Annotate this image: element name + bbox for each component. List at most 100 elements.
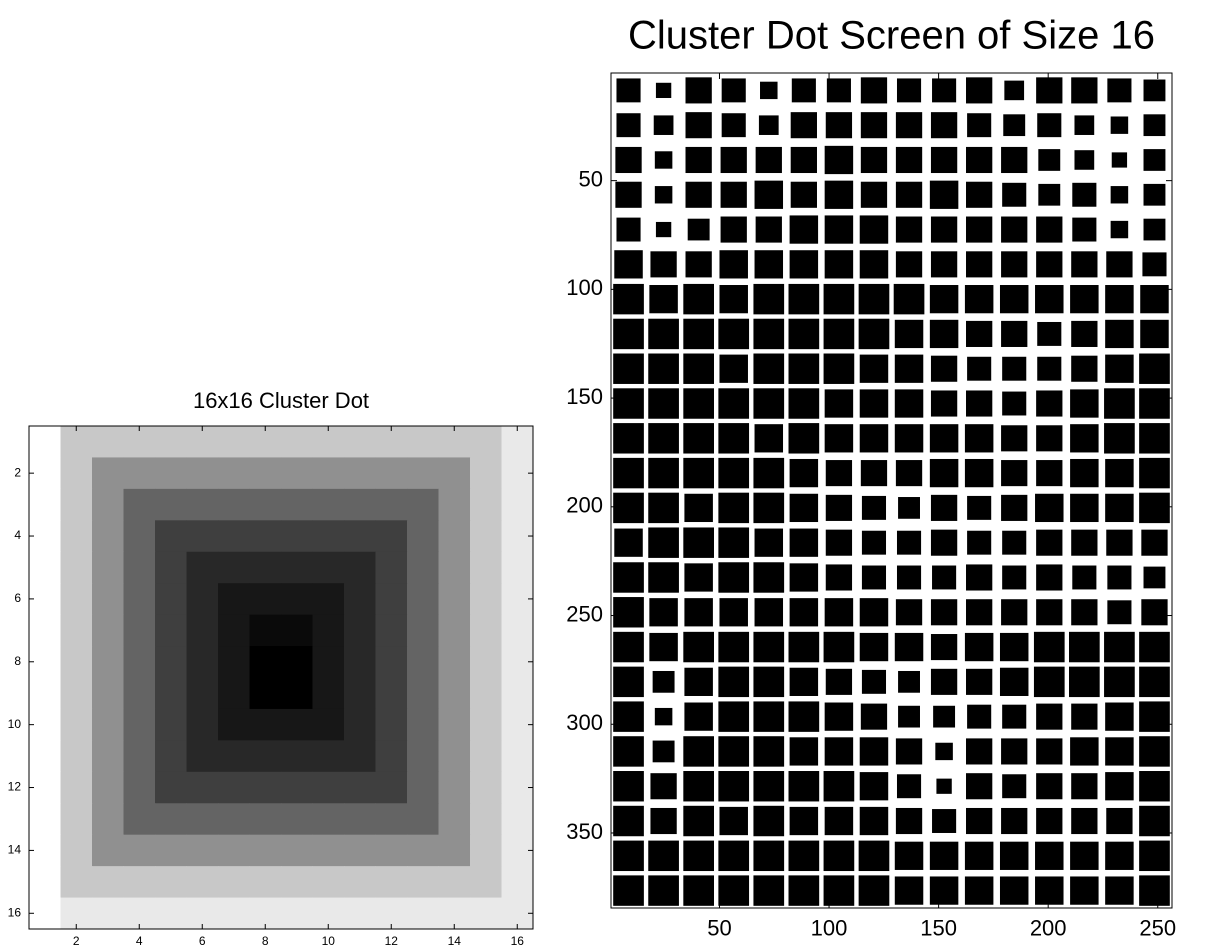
halftone-dot (965, 633, 993, 661)
cell (439, 552, 471, 584)
cell (281, 678, 313, 710)
cell (470, 772, 502, 804)
cell (502, 552, 534, 584)
halftone-dot (613, 736, 644, 766)
halftone-dot (860, 355, 888, 383)
halftone-dot (1140, 320, 1168, 348)
cell (376, 520, 408, 552)
halftone-dot (895, 876, 923, 904)
cell (313, 678, 345, 710)
halftone-dot (613, 875, 644, 905)
halftone-dot (648, 423, 679, 453)
cell (407, 583, 439, 615)
x-tick-label: 150 (920, 916, 957, 941)
cell (313, 520, 345, 552)
cell (344, 803, 376, 835)
halftone-dot (896, 112, 922, 138)
halftone-dot (1036, 738, 1062, 764)
x-tick-label: 14 (448, 934, 462, 948)
halftone-dot (861, 460, 887, 486)
halftone-dot (1105, 737, 1133, 765)
halftone-dot (1107, 78, 1131, 102)
halftone-dot (896, 182, 922, 208)
halftone-dot (1001, 460, 1027, 486)
halftone-dot (791, 147, 817, 173)
halftone-dot (1104, 632, 1135, 662)
halftone-dot (1071, 530, 1097, 556)
halftone-dot (825, 598, 853, 626)
y-tick-label: 350 (566, 819, 603, 844)
halftone-dot (1002, 705, 1026, 729)
halftone-dot (965, 285, 993, 313)
halftone-dot (613, 841, 644, 871)
cell (439, 646, 471, 678)
cell (407, 898, 439, 930)
halftone-dot (1036, 530, 1062, 556)
halftone-dot (789, 423, 820, 453)
cell (281, 803, 313, 835)
halftone-dot (1037, 357, 1061, 381)
cell (155, 552, 187, 584)
cell (218, 457, 250, 489)
halftone-dot (965, 876, 993, 904)
cell (218, 866, 250, 898)
halftone-dot (966, 147, 992, 173)
halftone-dot (1001, 147, 1027, 173)
halftone-dot (1074, 150, 1094, 170)
halftone-dot (895, 389, 923, 417)
halftone-dot (1074, 115, 1094, 135)
halftone-dot (1000, 633, 1028, 661)
y-tick-label: 12 (8, 780, 22, 794)
cell (344, 898, 376, 930)
halftone-dot (898, 706, 920, 728)
halftone-dot (1141, 599, 1167, 625)
cell (407, 646, 439, 678)
halftone-dot (1139, 841, 1170, 871)
halftone-dot (1001, 217, 1027, 243)
halftone-dot (932, 78, 956, 102)
cell (155, 583, 187, 615)
halftone-dot (930, 320, 958, 348)
halftone-dot (933, 706, 955, 728)
cell (281, 772, 313, 804)
halftone-dot (1070, 737, 1098, 765)
halftone-dot (826, 530, 852, 556)
cell (470, 740, 502, 772)
halftone-dot (613, 284, 644, 314)
cell (313, 457, 345, 489)
cell (344, 457, 376, 489)
cell (407, 803, 439, 835)
cell (92, 898, 124, 930)
halftone-dot (1069, 632, 1100, 662)
cell (124, 489, 156, 521)
halftone-dot (860, 633, 888, 661)
cell (250, 552, 282, 584)
halftone-dot (931, 530, 957, 556)
halftone-dot (753, 875, 784, 905)
cell (250, 615, 282, 647)
cell (124, 615, 156, 647)
halftone-dot (1139, 458, 1170, 488)
halftone-dot (896, 147, 922, 173)
halftone-dot (790, 668, 818, 696)
cell (281, 489, 313, 521)
halftone-dot (1001, 251, 1027, 277)
x-tick-label: 2 (73, 934, 80, 948)
cell (281, 646, 313, 678)
cell (250, 866, 282, 898)
halftone-dot (930, 459, 958, 487)
halftone-dot (1000, 668, 1028, 696)
halftone-dot (966, 251, 992, 277)
halftone-dot (1036, 217, 1062, 243)
halftone-dot (753, 284, 784, 314)
halftone-dot (825, 424, 853, 452)
cell (470, 426, 502, 458)
cell (407, 489, 439, 521)
cell (92, 678, 124, 710)
cell (124, 709, 156, 741)
halftone-dot (1070, 389, 1098, 417)
x-tick-label: 250 (1139, 916, 1176, 941)
halftone-dot (824, 875, 855, 905)
cell (187, 520, 219, 552)
page: 16x16 Cluster Dot24681012141624681012141… (0, 0, 1221, 949)
